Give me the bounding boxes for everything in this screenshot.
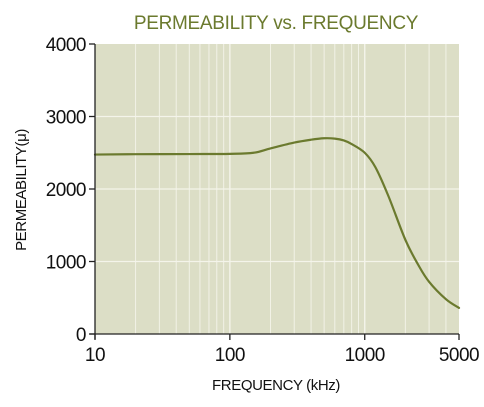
- x-tick-label: 1000: [345, 345, 385, 366]
- tick-labels: 0 1000 2000 3000 4000 10 100 1000 5000: [46, 35, 480, 366]
- y-tick-label: 2000: [46, 180, 86, 201]
- y-tick-label: 4000: [46, 35, 86, 56]
- x-tick-label: 100: [215, 345, 245, 366]
- y-tick-label: 1000: [46, 253, 86, 274]
- series-line-0: [93, 137, 461, 309]
- y-axis-label: PERMEABILITY(μ): [13, 129, 30, 251]
- chart-title: PERMEABILITY vs. FREQUENCY: [134, 13, 419, 34]
- x-tick-label: 10: [85, 345, 105, 366]
- x-tick-label: 5000: [439, 345, 479, 366]
- y-tick-label: 0: [76, 325, 86, 346]
- grid: [95, 44, 459, 334]
- series-layer: [93, 137, 461, 309]
- y-tick-label: 3000: [46, 108, 86, 129]
- axes: [89, 43, 460, 340]
- x-axis-label: FREQUENCY (kHz): [212, 377, 340, 394]
